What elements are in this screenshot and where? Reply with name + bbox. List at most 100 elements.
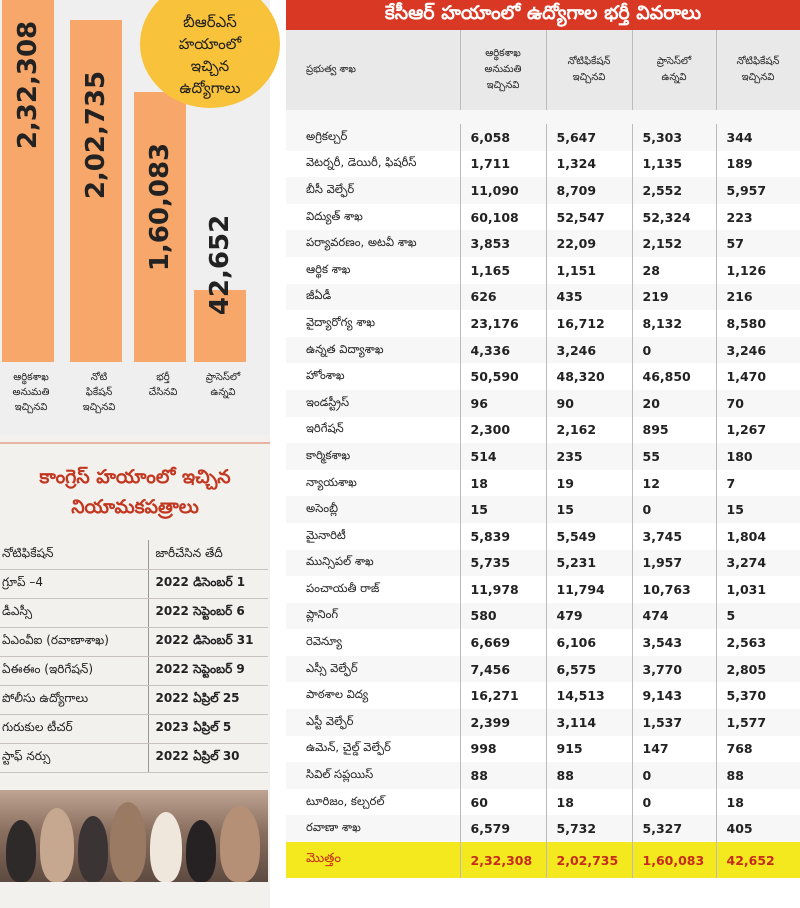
finance-approved: 580 [460,602,547,630]
table-row: మున్సిపల్ శాఖ 5,735 5,231 1,957 3,274 [286,549,800,577]
notification-issued-2: 88 [716,762,800,789]
congress-date: 2023 ఏప్రిల్ 5 [148,714,268,744]
table-row: అగ్రికల్చర్ 6,058 5,647 5,303 344 [286,124,800,151]
notification-issued: 14,513 [546,682,633,710]
in-process: 1,135 [632,150,717,178]
notification-issued: 5,647 [546,124,633,151]
notification-issued: 8,709 [546,177,633,204]
notification-issued: 19 [546,469,633,497]
notification-issued-2: 344 [716,124,800,151]
congress-notification: స్టాఫ్ నర్సు [0,743,149,773]
table-row: హోంశాఖ 50,590 48,320 46,850 1,470 [286,363,800,390]
table-row: పర్యావరణం, అటవీ శాఖ 3,853 22,09 2,152 57 [286,230,800,257]
bar-value-label: 42,652 [205,214,235,316]
notification-issued: 22,09 [546,230,633,257]
in-process: 52,324 [632,203,717,231]
table-row: అసెంబ్లీ 15 15 0 15 [286,496,800,523]
in-process: 0 [632,336,717,364]
finance-approved: 50,590 [460,363,547,390]
in-process: 147 [632,735,717,763]
spacer-row [286,110,800,124]
dept-name: ఇరిగేషన్ [286,416,461,444]
in-process: 895 [632,416,717,444]
notification-issued: 915 [546,735,633,763]
notification-issued-2: 1,804 [716,522,800,550]
dept-name: మున్సిపల్ శాఖ [286,549,461,577]
finance-approved: 2,399 [460,709,547,736]
dept-name: అసెంబ్లీ [286,496,461,523]
dept-name: ప్లానింగ్ [286,602,461,630]
dept-name: జీఏడీ [286,283,461,311]
table-row: పంచాయతీ రాజ్ 11,978 11,794 10,763 1,031 [286,576,800,603]
notification-issued-2: 5 [716,602,800,630]
finance-approved: 998 [460,735,547,763]
notification-issued: 2,162 [546,416,633,444]
in-process: 3,745 [632,522,717,550]
notification-issued-2: 216 [716,283,800,311]
header-notification-issued: నోటిఫికేషన్ ఇచ్చినవి [546,30,633,110]
dept-name: పంచాయతీ రాజ్ [286,576,461,603]
finance-approved: 514 [460,443,547,470]
congress-notification: గ్రూప్ –4 [0,569,149,599]
notification-issued: 235 [546,443,633,470]
congress-row: డీఎస్సీ 2022 సెప్టెంబర్ 6 [0,598,268,628]
notification-issued: 48,320 [546,363,633,390]
photo-figure [186,820,216,882]
finance-approved: 6,579 [460,815,547,843]
finance-approved: 3,853 [460,230,547,257]
finance-approved: 11,978 [460,576,547,603]
notification-issued-2: 1,470 [716,363,800,390]
table-row: టూరిజం, కల్చరల్ 60 18 0 18 [286,788,800,816]
dept-name: బీసీ వెల్ఫేర్ [286,177,461,204]
finance-approved: 5,839 [460,522,547,550]
notification-issued-2: 3,246 [716,336,800,364]
in-process: 10,763 [632,576,717,603]
table-row: ఉమెన్, చైల్డ్ వెల్ఫేర్ 998 915 147 768 [286,735,800,763]
congress-date: 2022 డిసెంబర్ 1 [148,569,268,599]
in-process: 0 [632,496,717,523]
dept-name: ఉన్నత విద్యాశాఖ [286,336,461,364]
congress-date: 2022 సెప్టెంబర్ 9 [148,656,268,686]
header-finance-approved: ఆర్థికశాఖ అనుమతి ఇచ్చినవి [460,30,547,110]
table-row: ప్లానింగ్ 580 479 474 5 [286,602,800,630]
notification-issued: 88 [546,762,633,789]
congress-row: ఏఎంవీఐ (రవాణాశాఖ) 2022 డిసెంబర్ 31 [0,627,268,657]
notification-issued: 435 [546,283,633,311]
bar-2 [70,20,122,362]
notification-issued-2: 1,577 [716,709,800,736]
dept-name: సివిల్ సప్లయిస్ [286,762,461,789]
table-row: విద్యుత్ శాఖ 60,108 52,547 52,324 223 [286,203,800,231]
congress-notification: గురుకుల టీచర్ [0,714,149,744]
dept-name: అగ్రికల్చర్ [286,124,461,151]
congress-row: పోలీసు ఉద్యోగాలు 2022 ఏప్రిల్ 25 [0,685,268,715]
table-header-row: ప్రభుత్వ శాఖ ఆర్థికశాఖ అనుమతి ఇచ్చినవి న… [286,30,800,110]
finance-approved: 88 [460,762,547,789]
photo-figure [110,802,146,882]
bar-category-label: ఆర్థికశాఖ అనుమతి ఇచ్చినవి [12,372,50,413]
notification-issued: 5,732 [546,815,633,843]
table-body: అగ్రికల్చర్ 6,058 5,647 5,303 344 వెటర్నరీ, డ… [286,110,800,879]
notification-issued: 6,575 [546,655,633,683]
finance-approved: 60 [460,788,547,816]
notification-issued-2: 57 [716,230,800,257]
congress-date: 2022 ఏప్రిల్ 25 [148,685,268,715]
notification-issued: 52,547 [546,203,633,231]
total-notification-issued: 2,02,735 [546,842,633,879]
congress-notification: డీఎస్సీ [0,598,149,628]
notification-issued: 1,324 [546,150,633,178]
in-process: 5,303 [632,124,717,151]
total-notification-issued-2: 42,652 [716,842,800,879]
header-in-process: ప్రాసెస్‌లో ఉన్నవి [632,30,717,110]
finance-approved: 7,456 [460,655,547,683]
bar-category-label: నోటి ఫికేషన్ ఇచ్చినవి [82,372,116,413]
finance-approved: 1,165 [460,256,547,284]
notification-issued: 1,151 [546,256,633,284]
in-process: 1,957 [632,549,717,577]
crowd-photo [0,790,268,882]
finance-approved: 18 [460,469,547,497]
congress-header-row: నోటిఫికేషన్ జారీచేసిన తేదీ [0,540,268,570]
notification-issued: 18 [546,788,633,816]
notification-issued-2: 768 [716,735,800,763]
finance-approved: 60,108 [460,203,547,231]
header-department: ప్రభుత్వ శాఖ [286,30,461,110]
